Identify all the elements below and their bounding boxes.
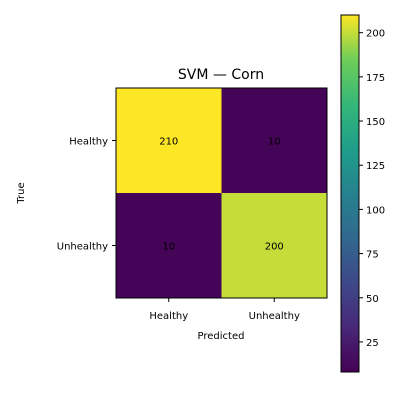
heatmap-cell <box>116 193 222 298</box>
cell-value-label: 210 <box>159 137 178 148</box>
colorbar-tick-label: 50 <box>366 294 379 305</box>
chart-title: SVM — Corn <box>178 67 264 83</box>
y-tick-label: Healthy <box>69 137 108 148</box>
colorbar-tick-label: 175 <box>366 73 385 84</box>
heatmap-cell <box>221 88 327 193</box>
cell-value-label: 10 <box>268 137 281 148</box>
cell-value-label: 10 <box>162 242 175 253</box>
colorbar-ticks: 25 50 75 100 125 150 175 200 <box>359 29 385 349</box>
colorbar-tick-label: 75 <box>366 250 379 261</box>
cell-value-labels: 210 10 10 200 <box>159 137 284 253</box>
cell-value-label: 200 <box>265 242 284 253</box>
colorbar-tick-label: 100 <box>366 205 385 216</box>
colorbar-tick-label: 125 <box>366 161 385 172</box>
y-tick-label: Unhealthy <box>57 242 108 253</box>
y-axis-label: True <box>16 182 27 204</box>
colorbar-tick-label: 150 <box>366 117 385 128</box>
heatmap-cells <box>116 88 327 298</box>
colorbar-tick-label: 25 <box>366 338 379 349</box>
plot-frame <box>115 87 328 299</box>
colorbar-tick-label: 200 <box>366 29 385 40</box>
y-axis-ticks: Healthy Unhealthy <box>57 137 116 253</box>
colorbar <box>340 14 360 373</box>
x-tick-label: Healthy <box>149 311 188 322</box>
x-axis-ticks: Healthy Unhealthy <box>149 298 300 322</box>
heatmap-cell <box>116 88 222 193</box>
heatmap-cell <box>221 193 327 298</box>
x-axis-label: Predicted <box>198 331 245 342</box>
x-tick-label: Unhealthy <box>249 311 300 322</box>
